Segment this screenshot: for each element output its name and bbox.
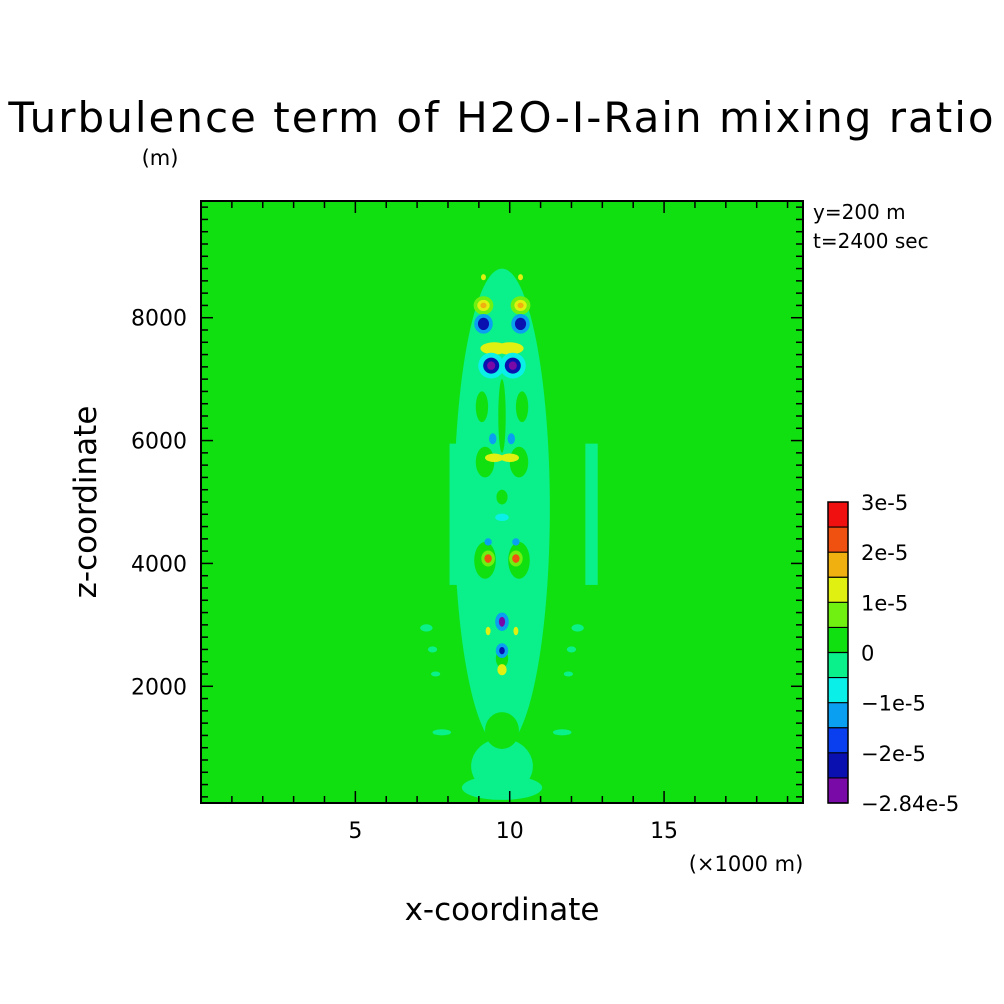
contour-cell-12 <box>430 671 441 677</box>
contour-cell-28 <box>517 302 524 309</box>
contour-cell-8 <box>420 624 433 632</box>
x-tick-label: 15 <box>650 819 678 844</box>
contour-cell-58 <box>513 626 519 636</box>
contour-cell-30 <box>477 317 490 330</box>
contour-cell-60 <box>518 274 523 281</box>
colorbar-swatch <box>828 677 848 703</box>
contour-cell-46 <box>512 538 520 546</box>
colorbar-swatch <box>828 702 848 728</box>
x-scale-note: (×1000 m) <box>689 852 804 876</box>
contour-cell-14 <box>475 446 495 478</box>
contour-cell-9 <box>571 624 584 632</box>
x-tick-label: 5 <box>348 819 362 844</box>
contour-cell-13 <box>563 671 574 677</box>
contour-cell-53 <box>498 616 506 627</box>
colorbar-label: 2e-5 <box>861 541 908 565</box>
contour-cell-57 <box>485 626 491 636</box>
contour-field <box>201 201 803 803</box>
colorbar-label: −2e-5 <box>861 742 926 766</box>
contour-cell-40 <box>508 361 517 370</box>
contour-cell-17 <box>475 391 489 423</box>
contour-cell-2 <box>454 268 550 748</box>
colorbar-frame <box>827 501 849 804</box>
colorbar-label: −1e-5 <box>861 692 926 716</box>
colorbar-swatch <box>828 777 848 803</box>
colorbar-swatch <box>828 727 848 753</box>
colorbar: 3e-5 2e-5 1e-5 0 −1e-5 −2e-5 −2.84e-5 <box>827 491 959 816</box>
colorbar-label: 3e-5 <box>861 491 908 515</box>
contour-cell-48 <box>484 554 492 563</box>
contour-cell-25 <box>480 302 487 309</box>
contour-cell-51 <box>495 513 509 522</box>
y-tick-label: 4000 <box>131 552 187 577</box>
contour-cell-42 <box>507 433 515 445</box>
info-time: t=2400 sec <box>813 229 929 253</box>
contour-cell-16 <box>498 379 506 453</box>
contour-cell-7 <box>552 729 572 736</box>
colorbar-swatch <box>828 577 848 603</box>
colorbar-label: 1e-5 <box>861 591 908 615</box>
contour-cell-18 <box>515 391 529 423</box>
contour-cell-59 <box>481 274 486 281</box>
contour-cell-10 <box>427 646 438 653</box>
contour-cell-45 <box>484 538 492 546</box>
x-axis-label: x-coordinate <box>405 892 600 928</box>
colorbar-swatch <box>828 502 848 528</box>
contour-cell-6 <box>432 729 452 736</box>
y-tick-label: 2000 <box>131 675 187 700</box>
contour-cell-43 <box>485 453 504 463</box>
y-tick-label: 6000 <box>131 430 187 455</box>
contour-cell-5 <box>485 712 519 749</box>
colorbar-swatch <box>828 752 848 778</box>
y-axis-label: z-coordinate <box>68 406 104 599</box>
units-label: (m) <box>142 146 179 170</box>
contour-cell-4 <box>461 775 543 800</box>
contour-cell-56 <box>497 664 507 676</box>
contour-band-1 <box>585 443 598 585</box>
chart-title: Turbulence term of H2O-I-Rain mixing rat… <box>7 93 995 142</box>
contour-cell-11 <box>566 646 577 653</box>
x-tick-label: 10 <box>496 819 524 844</box>
contour-cell-41 <box>489 433 497 445</box>
contour-cell-37 <box>487 361 496 370</box>
y-tick-label: 8000 <box>131 307 187 332</box>
contour-cell-55 <box>499 646 505 655</box>
contour-cell-34 <box>495 342 524 355</box>
colorbar-swatch <box>828 527 848 553</box>
contour-cell-44 <box>500 453 519 463</box>
tick-labels: 5 10 15 2000 4000 6000 8000 <box>131 307 678 844</box>
colorbar-swatch <box>828 552 848 578</box>
colorbar-swatch <box>828 652 848 678</box>
colorbar-label: 0 <box>861 642 874 666</box>
contour-cell-32 <box>514 317 527 330</box>
colorbar-swatch <box>828 602 848 628</box>
axis-ticks <box>201 201 803 803</box>
info-y-slice: y=200 m <box>813 200 906 224</box>
colorbar-swatch <box>828 627 848 653</box>
contour-cell-15 <box>509 446 529 478</box>
contour-cell-50 <box>512 554 520 563</box>
colorbar-label: −2.84e-5 <box>861 792 959 816</box>
contour-cell-19 <box>496 489 508 505</box>
